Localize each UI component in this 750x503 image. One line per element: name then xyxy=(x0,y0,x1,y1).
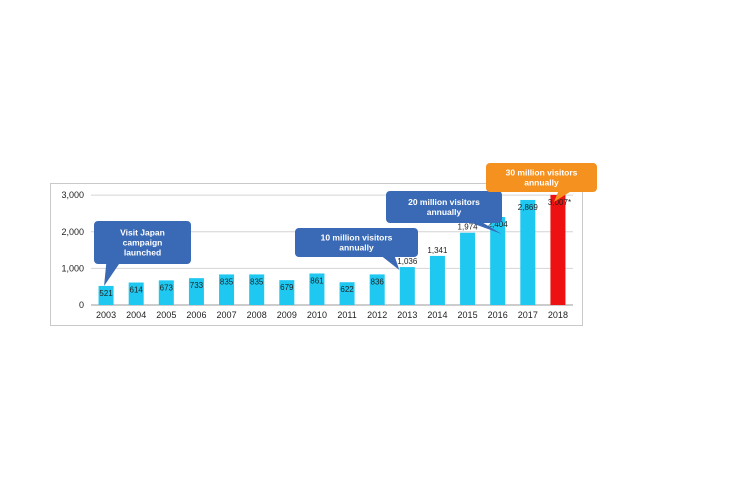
data-label: 733 xyxy=(190,281,204,290)
bar-2013 xyxy=(399,267,415,305)
callout-pointer xyxy=(380,255,400,270)
callout-text: campaign xyxy=(123,238,163,248)
data-label: 622 xyxy=(340,285,354,294)
x-axis-ticks: 2003 2004 2005 2006 2007 2008 2009 2010 2011 2012… xyxy=(96,310,568,320)
bar-2004 xyxy=(128,282,144,305)
x-tick-label: 2006 xyxy=(186,310,206,320)
bar-2003 xyxy=(98,285,114,305)
callout-box xyxy=(94,221,191,264)
bar-2018 xyxy=(550,194,566,305)
x-tick-label: 2009 xyxy=(277,310,297,320)
data-label: 2,869 xyxy=(518,203,539,212)
data-label: 679 xyxy=(280,283,294,292)
x-tick-label: 2010 xyxy=(307,310,327,320)
x-tick-label: 2005 xyxy=(156,310,176,320)
callout-text: 30 million visitors xyxy=(506,168,578,178)
x-tick-label: 2008 xyxy=(247,310,267,320)
y-axis-ticks: 0 1,000 2,000 3,000 xyxy=(61,190,84,310)
callout-pointer xyxy=(553,190,573,202)
x-tick-label: 2003 xyxy=(96,310,116,320)
bar-2017 xyxy=(520,199,536,305)
callout-box xyxy=(486,163,597,192)
x-tick-label: 2017 xyxy=(518,310,538,320)
data-label: 836 xyxy=(371,277,385,286)
y-tick-label: 1,000 xyxy=(61,263,84,273)
callout-text: Visit Japan xyxy=(120,228,165,238)
bar-2006 xyxy=(188,278,204,305)
bars xyxy=(98,194,566,305)
bar-2016 xyxy=(490,216,506,305)
bar-2007 xyxy=(219,274,235,305)
bar-2011 xyxy=(339,282,355,305)
bar-2005 xyxy=(158,280,174,305)
data-label: 614 xyxy=(130,286,144,295)
data-label: 835 xyxy=(250,277,264,286)
bar-2015 xyxy=(460,232,476,305)
bar-2014 xyxy=(429,255,445,305)
callout-text: annually xyxy=(339,243,374,253)
callout-text: annually xyxy=(427,207,462,217)
x-tick-label: 2016 xyxy=(488,310,508,320)
bar-2010 xyxy=(309,273,325,305)
x-tick-label: 2012 xyxy=(367,310,387,320)
callout-text: 20 million visitors xyxy=(408,197,480,207)
x-tick-label: 2014 xyxy=(427,310,447,320)
callout-text: 10 million visitors xyxy=(321,233,393,243)
bar-2008 xyxy=(249,274,265,305)
data-label: 673 xyxy=(160,283,174,292)
callout-text: annually xyxy=(524,178,559,188)
data-label: 861 xyxy=(310,276,324,285)
callout-pointer xyxy=(104,262,121,286)
x-tick-label: 2004 xyxy=(126,310,146,320)
x-tick-label: 2015 xyxy=(458,310,478,320)
data-labels: 521 614 673 733 835 835 679 861 622 836 1,036 1,341… xyxy=(99,198,571,298)
callout-text: launched xyxy=(124,248,161,258)
highlight-marker: * xyxy=(568,198,571,207)
bar-2012 xyxy=(369,274,385,305)
data-label: 1,341 xyxy=(427,246,448,255)
data-label: 521 xyxy=(99,289,113,298)
y-tick-label: 0 xyxy=(79,300,84,310)
data-label: 2,404 xyxy=(488,220,509,229)
data-label: 1,974 xyxy=(458,223,479,232)
x-tick-label: 2018 xyxy=(548,310,568,320)
bar-2009 xyxy=(279,280,295,305)
callout-pointer xyxy=(466,221,502,234)
x-tick-label: 2011 xyxy=(337,310,356,320)
y-tick-label: 2,000 xyxy=(61,227,84,237)
x-tick-label: 2013 xyxy=(397,310,417,320)
data-label: 3,007 xyxy=(548,198,569,207)
data-label: 1,036 xyxy=(397,257,418,266)
x-tick-label: 2007 xyxy=(217,310,237,320)
callout-box xyxy=(386,191,502,223)
y-tick-label: 3,000 xyxy=(61,190,84,200)
data-label: 835 xyxy=(220,277,234,286)
callout-box xyxy=(295,228,418,257)
